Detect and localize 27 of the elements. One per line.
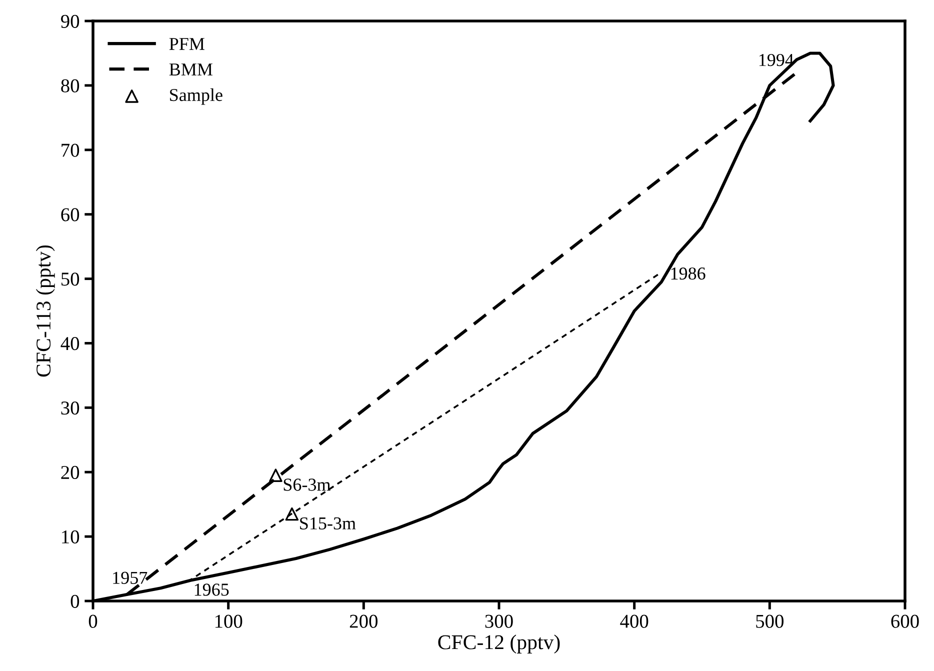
x-tick-label: 500 — [756, 614, 784, 628]
y-tick-label: 60 — [61, 208, 80, 222]
annotation: S15-3m — [300, 517, 356, 530]
x-tick-label: 300 — [485, 614, 513, 628]
y-tick-label: 20 — [61, 466, 80, 480]
x-tick-label: 100 — [215, 614, 242, 628]
y-tick-label: 50 — [61, 272, 80, 286]
x-tick-label: 400 — [620, 614, 648, 628]
legend-label: Sample — [170, 88, 222, 105]
annotation: 1965 — [194, 584, 229, 596]
legend-label: BMM — [169, 64, 212, 76]
y-tick-label: 80 — [61, 79, 80, 92]
x-axis-title: CFC-12 (pptv) — [438, 634, 560, 654]
y-tick-label: 30 — [61, 401, 80, 415]
y-tick-label: 10 — [62, 530, 80, 544]
annotation: 1957 — [113, 572, 148, 584]
y-tick-label: 0 — [70, 594, 80, 608]
x-tick-label: 200 — [350, 614, 378, 628]
annotation: 1986 — [671, 267, 706, 280]
x-tick-label: 600 — [891, 614, 919, 628]
y-tick-label: 40 — [60, 337, 80, 350]
y-axis-title: CFC-113 (pptv) — [36, 245, 55, 377]
legend-label: PFM — [169, 38, 204, 50]
y-tick-label: 70 — [62, 144, 80, 157]
y-tick-label: 90 — [60, 14, 80, 28]
x-tick-label: 0 — [88, 614, 98, 628]
annotation: S6-3m — [284, 478, 331, 491]
